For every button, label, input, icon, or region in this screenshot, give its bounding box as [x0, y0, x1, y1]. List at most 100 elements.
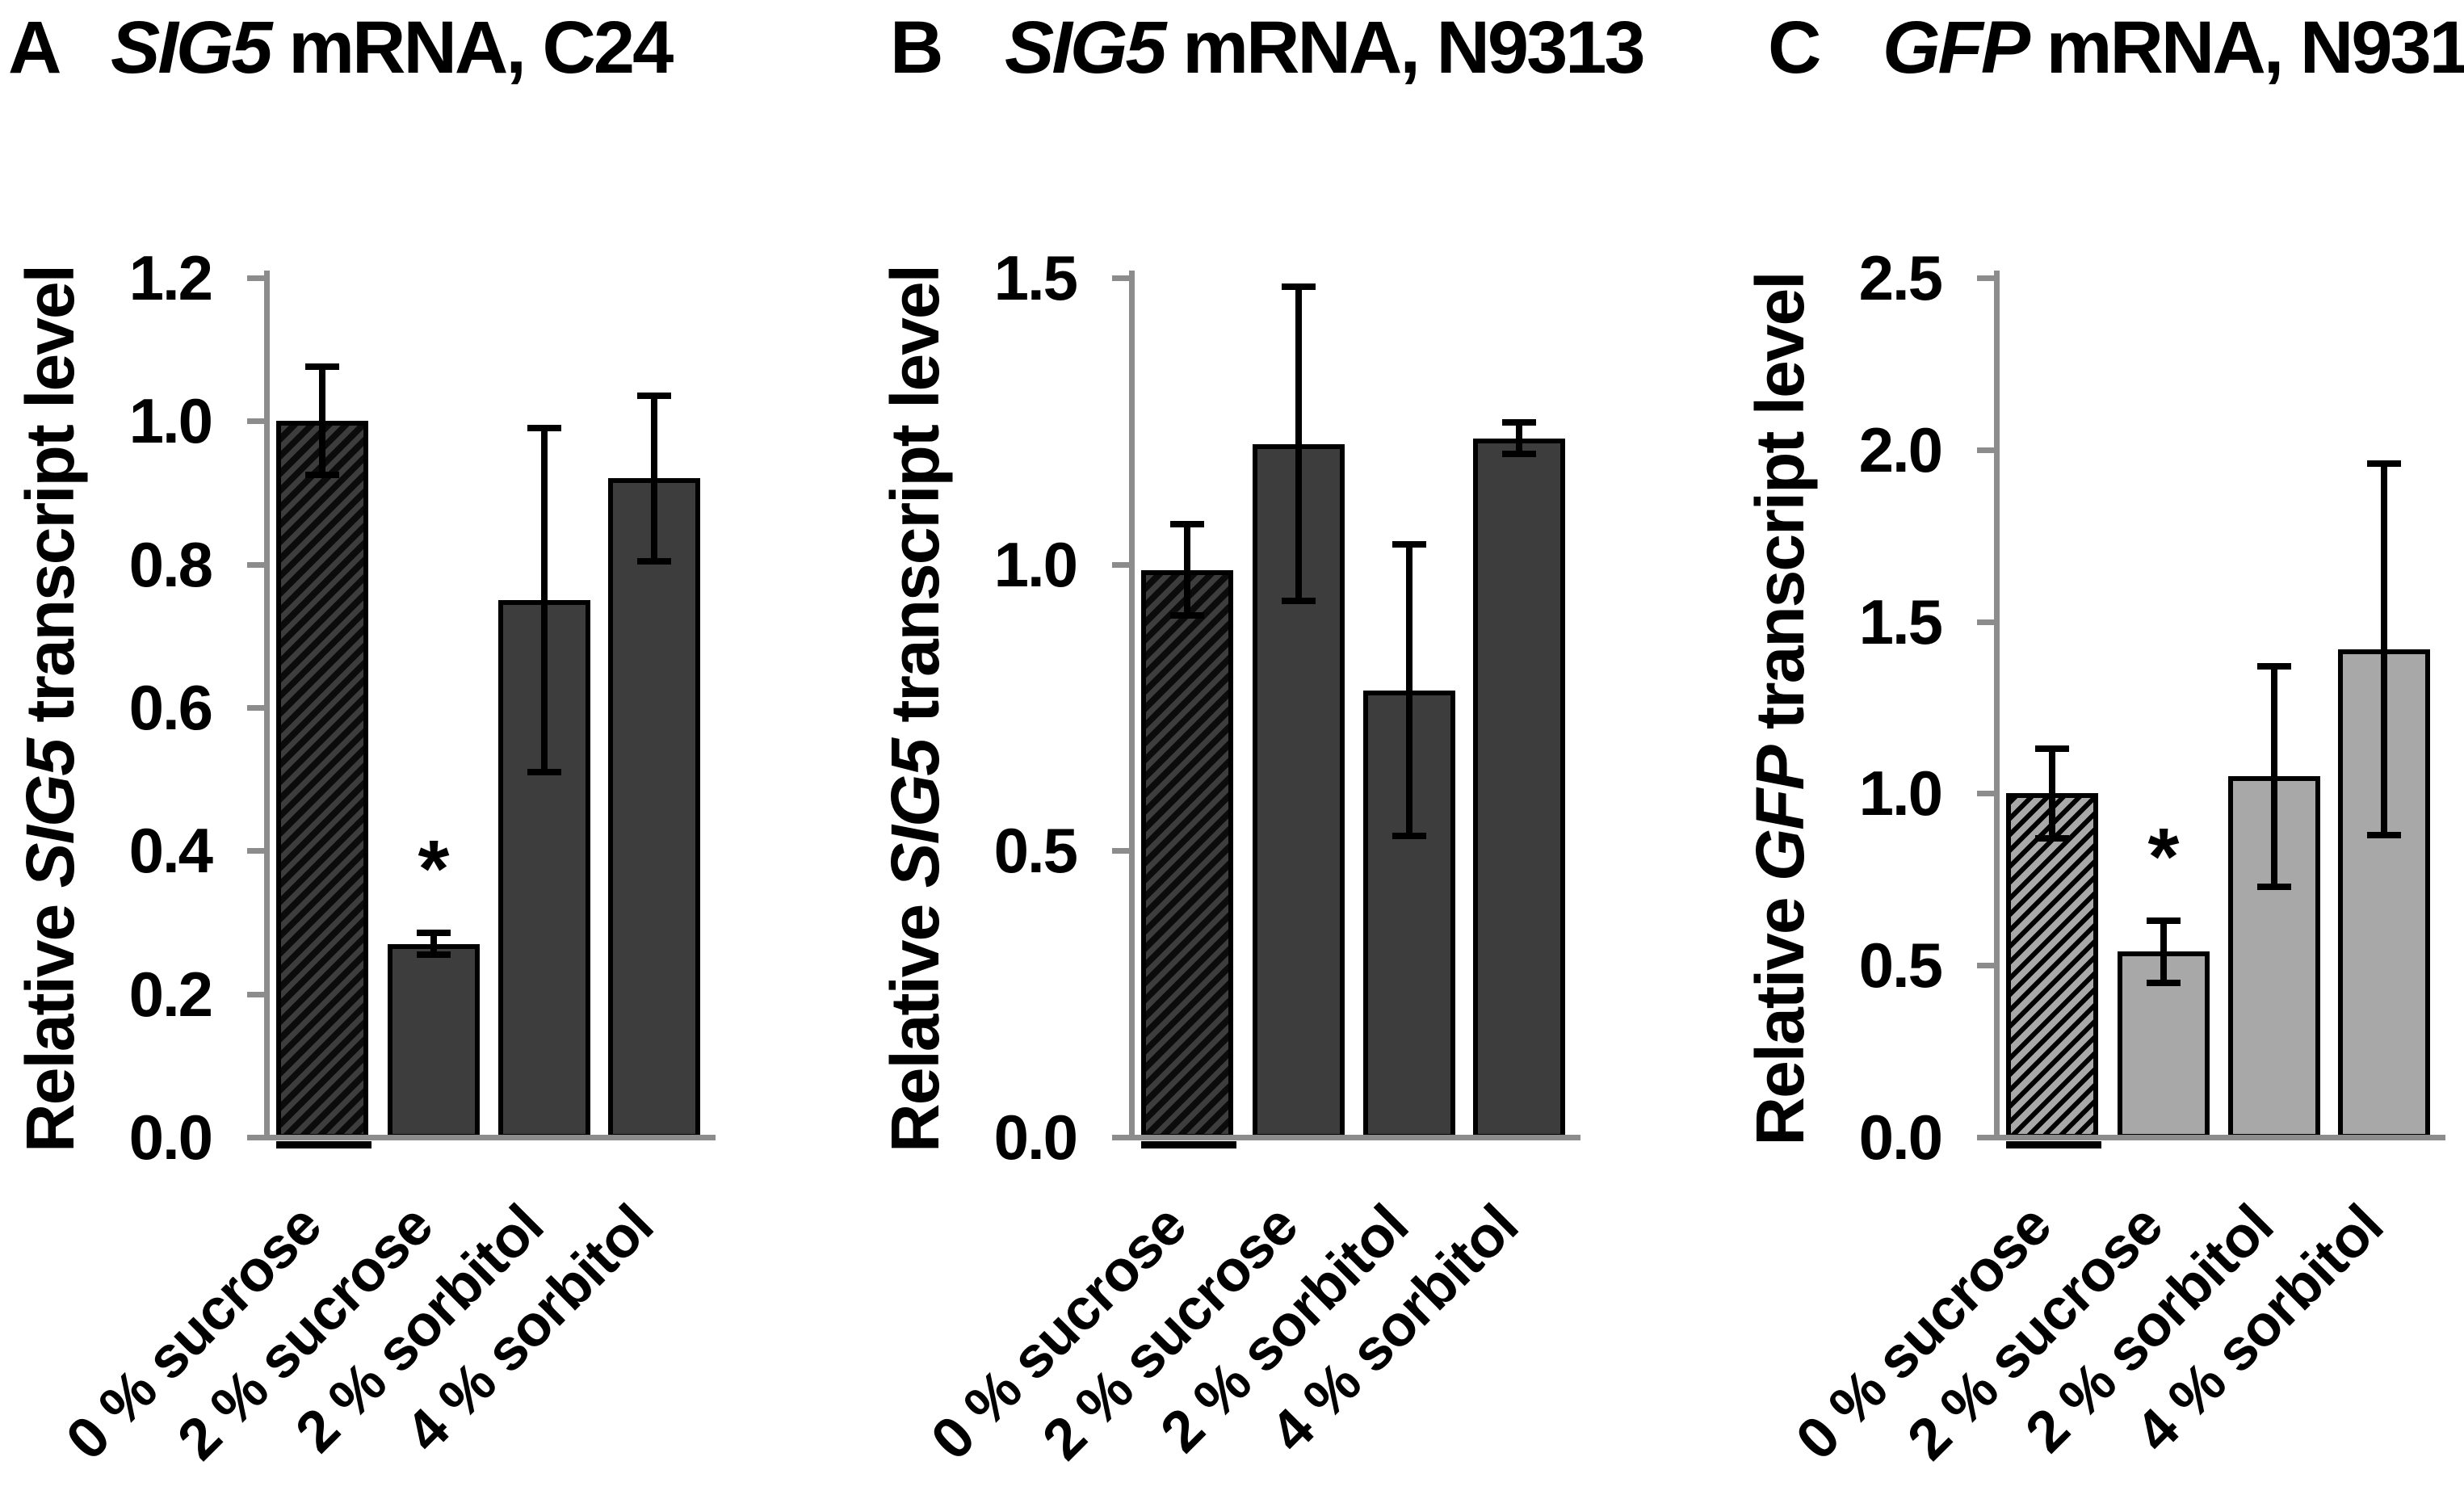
error-bar-cap-top [2257, 662, 2291, 670]
error-bar-line [2160, 917, 2167, 986]
y-tick-mark [1977, 275, 1996, 281]
y-axis-title: Relative GFP transcript level [1732, 184, 1828, 1234]
error-bar-cap-top [2367, 460, 2401, 467]
y-axis-title-suffix: transcript level [877, 266, 953, 740]
error-bar-cap-bottom [1170, 612, 1204, 619]
panel-title: SIG5 mRNA, N9313 [1005, 0, 1646, 97]
error-bar-line [651, 392, 657, 565]
y-axis-title-suffix: transcript level [1742, 272, 1818, 747]
y-tick-label: 1.0 [993, 528, 1078, 600]
error-bar-cap-bottom [2147, 979, 2181, 986]
error-bar-cap-top [2035, 745, 2069, 752]
hatched-bar-underline [2006, 1141, 2101, 1148]
y-axis-line [1129, 271, 1135, 1140]
x-axis-line [264, 1135, 716, 1140]
error-bar-line [541, 424, 548, 776]
error-bar-cap-top [1392, 541, 1426, 548]
error-bar-line [1184, 521, 1190, 619]
y-tick-label: 0.5 [1858, 930, 1943, 1001]
y-tick-mark [1977, 791, 1996, 797]
significance-asterisk: * [418, 823, 450, 914]
bar-0-sucrose [1141, 569, 1233, 1139]
error-bar-cap-bottom [527, 769, 561, 776]
y-tick-mark [1112, 848, 1131, 854]
y-tick-mark [247, 275, 266, 281]
panel-title-rest: mRNA, C24 [270, 6, 674, 89]
error-bar-cap-top [1502, 419, 1536, 426]
y-tick-label: 1.5 [1858, 586, 1943, 657]
y-axis-title: Relative SIG5 transcript level [867, 184, 963, 1234]
panel-title: SIG5 mRNA, C24 [111, 0, 674, 97]
error-bar-line [2049, 745, 2055, 842]
y-tick-label: 2.0 [1858, 414, 1943, 485]
y-tick-label: 0.8 [128, 528, 213, 600]
panel-letter: A [8, 6, 61, 89]
error-bar-line [1295, 283, 1302, 605]
x-axis-line [1129, 1135, 1580, 1140]
panel-title-rest: mRNA, N9313 [2028, 6, 2464, 89]
panel-title: GFP mRNA, N9313 [1883, 0, 2464, 97]
x-axis-line [1994, 1135, 2445, 1140]
panel-letter: B [890, 6, 943, 89]
y-tick-mark [247, 705, 266, 711]
error-bar-cap-top [417, 929, 451, 936]
error-bar-cap-top [1170, 521, 1204, 528]
y-tick-label: 0.0 [128, 1102, 213, 1173]
bar-4-sorbitol [1473, 438, 1565, 1139]
y-tick-label: 1.0 [128, 385, 213, 457]
y-tick-label: 0.0 [1858, 1102, 1943, 1173]
error-bar-cap-bottom [1392, 833, 1426, 840]
error-bar-line [1516, 419, 1522, 458]
y-tick-label: 1.2 [128, 242, 213, 313]
error-bar-cap-bottom [2035, 834, 2069, 842]
y-axis-line [264, 271, 270, 1140]
y-tick-label: 1.0 [1858, 758, 1943, 829]
y-tick-mark [1112, 1135, 1131, 1140]
panel-title-gene: GFP [1883, 6, 2030, 89]
y-tick-label: 1.5 [993, 242, 1078, 313]
panel-title-gene: SIG5 [1005, 6, 1167, 89]
error-bar-cap-bottom [2257, 883, 2291, 890]
y-tick-mark [1977, 447, 1996, 453]
hatched-bar-underline [1141, 1141, 1236, 1148]
y-tick-mark [1977, 619, 1996, 625]
error-bar-line [2271, 662, 2277, 890]
y-tick-label: 0.6 [128, 672, 213, 743]
y-tick-label: 0.5 [993, 815, 1078, 887]
panel-title-rest: mRNA, N9313 [1164, 6, 1645, 89]
error-bar-cap-top [2147, 917, 2181, 924]
error-bar-line [319, 363, 325, 479]
y-tick-mark [1977, 1135, 1996, 1140]
error-bar-cap-top [1282, 283, 1316, 291]
bar-0-sucrose [276, 421, 368, 1139]
bar-0-sucrose [2006, 793, 2098, 1139]
y-axis-title-suffix: transcript level [12, 266, 88, 740]
y-tick-label: 0.4 [128, 815, 213, 887]
error-bar-cap-bottom [1282, 598, 1316, 605]
hatched-bar-underline [276, 1141, 371, 1148]
y-tick-mark [247, 1135, 266, 1140]
y-axis-line [1994, 271, 2000, 1140]
panel-letter: C [1768, 6, 1821, 89]
y-tick-mark [1977, 963, 1996, 969]
y-tick-label: 0.2 [128, 958, 213, 1030]
error-bar-cap-bottom [2367, 831, 2401, 838]
significance-asterisk: * [2147, 811, 2180, 902]
bar-2-sucrose [388, 943, 480, 1139]
error-bar-cap-bottom [305, 472, 339, 479]
error-bar-line [2381, 460, 2387, 838]
y-tick-mark [247, 561, 266, 568]
error-bar-cap-bottom [417, 951, 451, 959]
y-tick-mark [247, 848, 266, 854]
error-bar-cap-top [637, 392, 671, 399]
y-tick-label: 2.5 [1858, 242, 1943, 313]
error-bar-cap-bottom [637, 557, 671, 565]
y-tick-mark [1112, 275, 1131, 281]
y-tick-mark [1112, 561, 1131, 568]
error-bar-line [1406, 541, 1412, 840]
bar-4-sorbitol [608, 478, 700, 1139]
y-tick-mark [247, 418, 266, 425]
error-bar-line [430, 929, 437, 959]
error-bar-cap-top [527, 424, 561, 431]
